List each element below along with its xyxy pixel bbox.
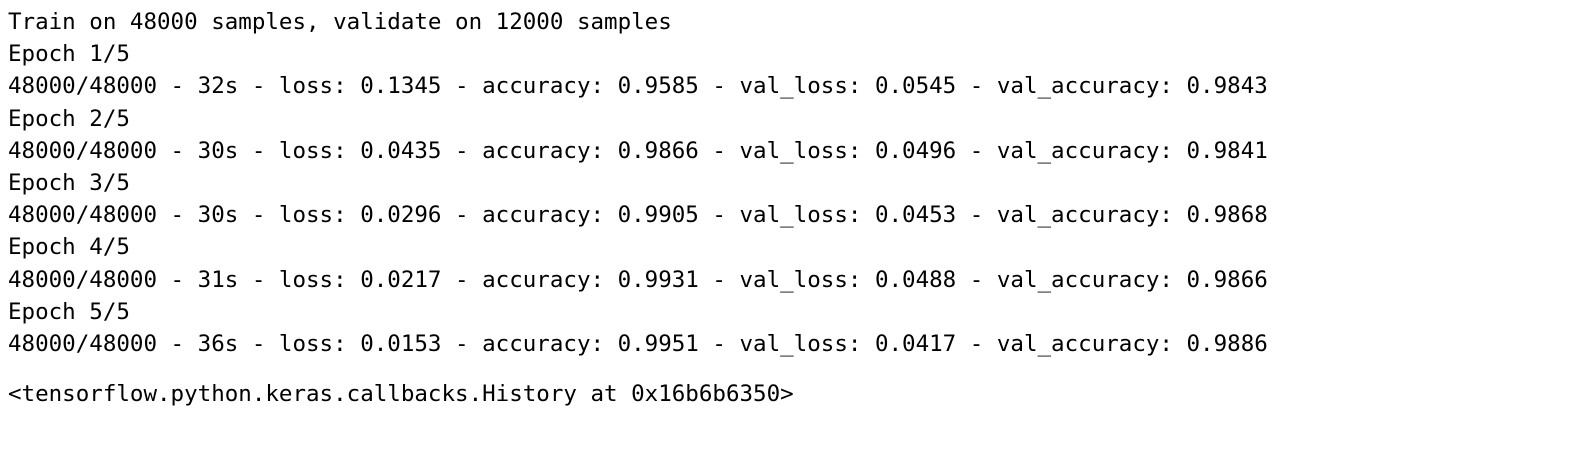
epoch-5-metrics: 48000/48000 - 36s - loss: 0.0153 - accur… bbox=[8, 330, 1268, 357]
epoch-3-metrics: 48000/48000 - 30s - loss: 0.0296 - accur… bbox=[8, 202, 1268, 229]
epoch-2-header: Epoch 2/5 bbox=[8, 105, 130, 132]
epoch-2-metrics: 48000/48000 - 30s - loss: 0.0435 - accur… bbox=[8, 137, 1268, 164]
training-output: Train on 48000 samples, validate on 1200… bbox=[8, 6, 1578, 410]
training-summary-line: Train on 48000 samples, validate on 1200… bbox=[8, 9, 672, 35]
history-return-value: <tensorflow.python.keras.callbacks.Histo… bbox=[8, 381, 794, 408]
epoch-4-metrics: 48000/48000 - 31s - loss: 0.0217 - accur… bbox=[8, 266, 1268, 293]
epoch-5-header: Epoch 5/5 bbox=[8, 298, 130, 325]
output-spacer bbox=[8, 360, 1578, 378]
epoch-3-header: Epoch 3/5 bbox=[8, 169, 130, 196]
epoch-4-header: Epoch 4/5 bbox=[8, 234, 130, 261]
epoch-1-metrics: 48000/48000 - 32s - loss: 0.1345 - accur… bbox=[8, 73, 1268, 100]
epoch-1-header: Epoch 1/5 bbox=[8, 41, 130, 68]
